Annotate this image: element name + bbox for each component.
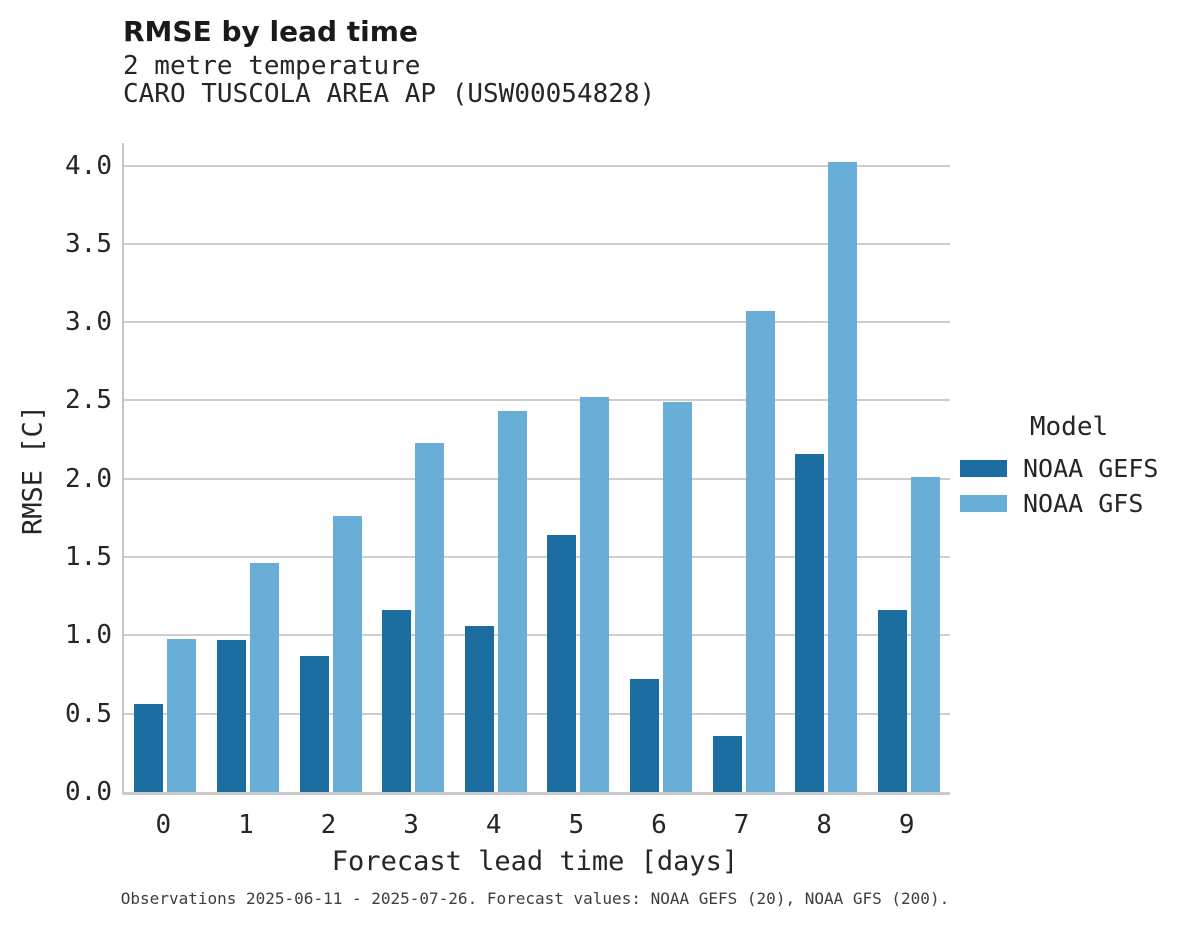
- y-tick-0.0: 0.0: [65, 777, 112, 807]
- y-tick-3.0: 3.0: [65, 307, 112, 338]
- legend-entry-noaa-gfs: NOAA GFS: [960, 491, 1178, 516]
- legend-swatch-noaa-gfs-icon: [960, 495, 1007, 512]
- y-tick-2.5: 2.5: [65, 385, 112, 416]
- x-axis-tick-labels: 0 1 2 3 4 5 6 7 8 9: [122, 812, 948, 842]
- x-axis-label: Forecast lead time [days]: [331, 846, 739, 877]
- bar-noaa-gfs-lead-9: [910, 477, 940, 792]
- x-tick-0: 0: [155, 810, 172, 840]
- y-axis-tick-labels: 0.0 0.5 1.0 1.5 2.0 2.5 3.0 3.5 4.0: [30, 143, 112, 805]
- x-tick-3: 3: [403, 810, 419, 840]
- bar-noaa-gefs-lead-6: [629, 679, 659, 792]
- bar-noaa-gfs-lead-8: [828, 162, 858, 792]
- legend-swatch-noaa-gefs-icon: [960, 460, 1007, 477]
- legend-entry-noaa-gefs: NOAA GEFS: [960, 456, 1178, 481]
- y-tick-1.5: 1.5: [65, 542, 112, 573]
- plot-area: [122, 143, 950, 795]
- bar-noaa-gfs-lead-2: [332, 516, 362, 792]
- legend-label-noaa-gfs: NOAA GFS: [1023, 489, 1144, 518]
- legend: Model NOAA GEFS NOAA GFS: [960, 412, 1178, 526]
- footer-note: Observations 2025-06-11 - 2025-07-26. Fo…: [120, 889, 950, 908]
- bar-noaa-gfs-lead-3: [415, 442, 445, 792]
- x-tick-9: 9: [898, 810, 915, 840]
- x-tick-1: 1: [238, 810, 254, 840]
- x-tick-6: 6: [651, 810, 667, 840]
- bar-noaa-gfs-lead-4: [497, 411, 527, 792]
- bar-noaa-gefs-lead-1: [216, 640, 246, 792]
- bar-noaa-gfs-lead-5: [580, 397, 610, 792]
- legend-title: Model: [1029, 412, 1109, 442]
- bar-noaa-gefs-lead-8: [795, 453, 825, 792]
- bar-noaa-gfs-lead-6: [662, 402, 692, 792]
- y-tick-0.5: 0.5: [65, 698, 112, 729]
- chart-subtitle-station: CARO TUSCOLA AREA AP (USW00054828): [123, 79, 656, 109]
- gridline-y-1.5: [124, 556, 950, 559]
- bar-noaa-gefs-lead-5: [547, 535, 577, 792]
- x-tick-5: 5: [568, 810, 585, 840]
- bar-noaa-gefs-lead-7: [712, 735, 742, 792]
- chart-subtitle-variable: 2 metre temperature: [123, 51, 421, 81]
- gridline-y-0.5: [124, 712, 950, 715]
- x-tick-2: 2: [320, 810, 337, 840]
- gridline-y-4.0: [124, 164, 950, 167]
- bar-noaa-gefs-lead-0: [134, 704, 164, 792]
- bar-noaa-gfs-lead-0: [167, 638, 197, 792]
- gridline-y-1.0: [124, 634, 950, 637]
- bar-noaa-gefs-lead-2: [299, 655, 329, 792]
- gridline-y-2.0: [124, 477, 950, 480]
- chart-title: RMSE by lead time: [123, 15, 418, 48]
- gridline-y-3.0: [124, 321, 950, 324]
- x-tick-4: 4: [485, 810, 502, 840]
- bar-noaa-gefs-lead-3: [382, 610, 412, 792]
- bar-noaa-gefs-lead-4: [464, 626, 494, 792]
- bar-noaa-gfs-lead-7: [745, 311, 775, 792]
- bar-noaa-gfs-lead-1: [249, 563, 279, 792]
- x-tick-8: 8: [816, 810, 832, 840]
- gridline-y-3.5: [124, 242, 950, 245]
- gridline-y-2.5: [124, 399, 950, 402]
- y-tick-4.0: 4.0: [65, 150, 112, 181]
- bar-noaa-gefs-lead-9: [877, 610, 907, 792]
- x-tick-7: 7: [733, 810, 750, 840]
- legend-label-noaa-gefs: NOAA GEFS: [1023, 454, 1159, 483]
- y-tick-2.0: 2.0: [65, 463, 112, 494]
- y-tick-1.0: 1.0: [65, 620, 112, 651]
- y-tick-3.5: 3.5: [65, 228, 112, 259]
